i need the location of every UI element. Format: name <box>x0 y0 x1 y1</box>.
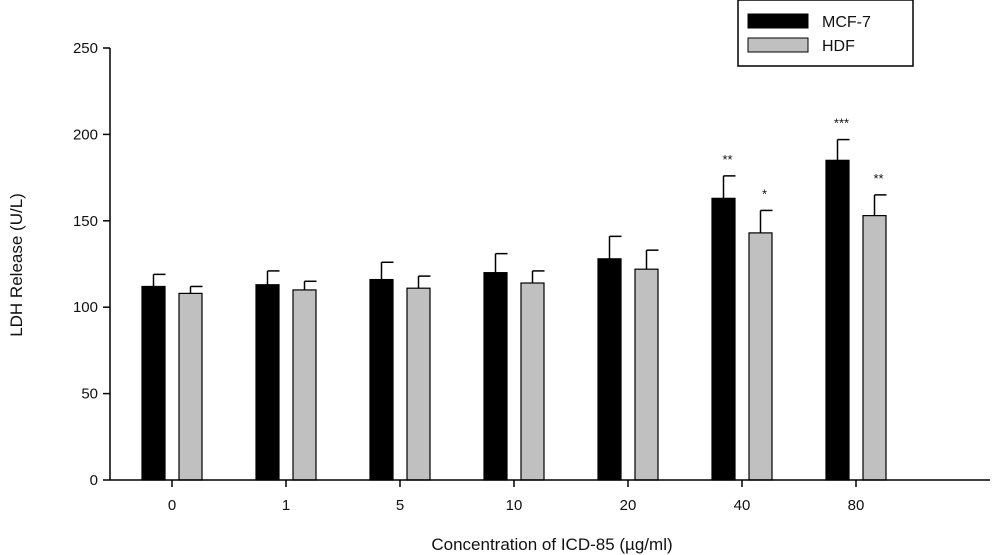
bar-hdf <box>634 268 659 481</box>
bar-mcf7 <box>483 272 508 481</box>
y-tick-label: 200 <box>73 126 98 143</box>
y-axis-label: LDH Release (U/L) <box>7 193 26 337</box>
y-tick-label: 100 <box>73 299 98 316</box>
significance-marker: * <box>762 186 767 201</box>
x-tick-label: 40 <box>734 497 751 514</box>
bar-hdf <box>178 292 203 481</box>
significance-marker: ** <box>722 152 732 167</box>
x-ticks: 0 1 5 10 20 40 80 <box>168 480 865 514</box>
bar-mcf7 <box>255 284 280 481</box>
bar-mcf7 <box>597 258 622 481</box>
bar-hdf <box>292 289 317 481</box>
x-tick-label: 0 <box>168 497 176 514</box>
x-tick-label: 1 <box>282 497 290 514</box>
bars-layer <box>141 159 887 481</box>
significance-marker: ** <box>873 171 883 186</box>
y-tick-label: 250 <box>73 40 98 57</box>
x-axis-label: Concentration of ICD-85 (µg/ml) <box>431 535 672 554</box>
y-tick-label: 0 <box>90 472 98 489</box>
significance-layer: ******** <box>722 116 883 202</box>
legend-swatch-mcf7 <box>747 13 809 29</box>
bar-hdf <box>406 287 431 481</box>
y-tick-label: 50 <box>81 386 98 403</box>
error-bars-layer <box>152 138 887 294</box>
x-tick-label: 80 <box>848 497 865 514</box>
bar-hdf <box>748 232 773 481</box>
significance-marker: *** <box>834 116 849 131</box>
x-tick-label: 10 <box>506 497 523 514</box>
y-ticks: 0 50 100 150 200 250 <box>73 40 110 489</box>
x-tick-label: 5 <box>396 497 404 514</box>
legend-label-hdf: HDF <box>822 38 855 55</box>
bar-hdf <box>862 215 887 481</box>
legend-swatch-hdf <box>747 37 809 53</box>
x-tick-label: 20 <box>620 497 637 514</box>
bar-mcf7 <box>141 285 166 481</box>
legend-box <box>737 0 914 67</box>
bar-hdf <box>520 282 545 481</box>
bar-mcf7 <box>711 197 736 481</box>
y-tick-label: 150 <box>73 213 98 230</box>
bar-mcf7 <box>825 159 850 481</box>
legend: MCF-7 HDF <box>737 0 914 67</box>
bar-mcf7 <box>369 278 394 481</box>
legend-label-mcf7: MCF-7 <box>822 14 871 31</box>
